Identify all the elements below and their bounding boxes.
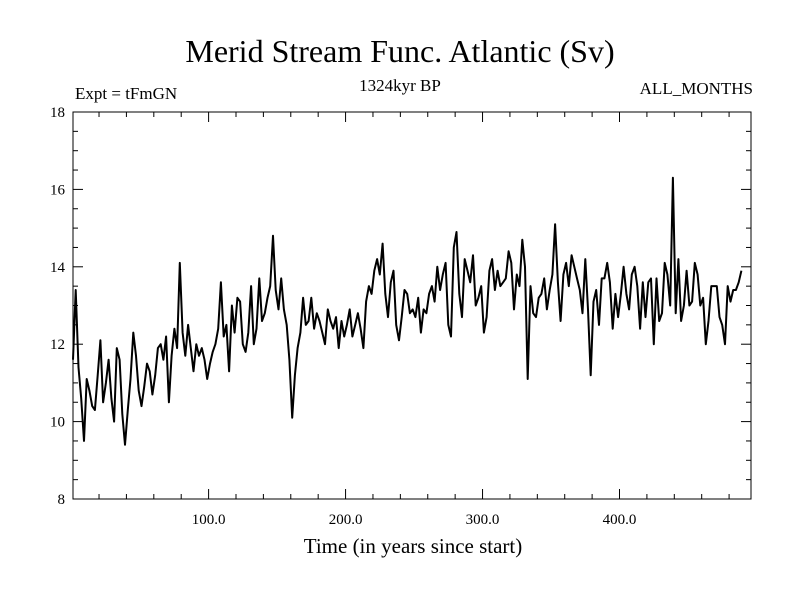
y-tick-label: 12	[50, 337, 65, 353]
y-tick-label: 8	[58, 492, 66, 508]
x-tick-label: 300.0	[466, 512, 500, 528]
x-tick-label: 100.0	[192, 512, 226, 528]
y-tick-label: 18	[50, 105, 65, 121]
series-line-amoc	[72, 176, 743, 446]
months-label: ALL_MONTHS	[639, 79, 753, 98]
plot-frame	[72, 111, 752, 500]
y-tick-label: 14	[50, 260, 66, 276]
experiment-label: Expt = tFmGN	[75, 84, 178, 103]
chart-title: Merid Stream Func. Atlantic (Sv)	[185, 33, 615, 69]
x-axis-label: Time (in years since start)	[304, 534, 523, 558]
y-tick-label: 10	[50, 415, 65, 431]
chart-subtitle: 1324kyr BP	[359, 76, 441, 95]
x-tick-label: 400.0	[603, 512, 637, 528]
x-tick-label: 200.0	[329, 512, 363, 528]
y-tick-label: 16	[50, 182, 66, 198]
